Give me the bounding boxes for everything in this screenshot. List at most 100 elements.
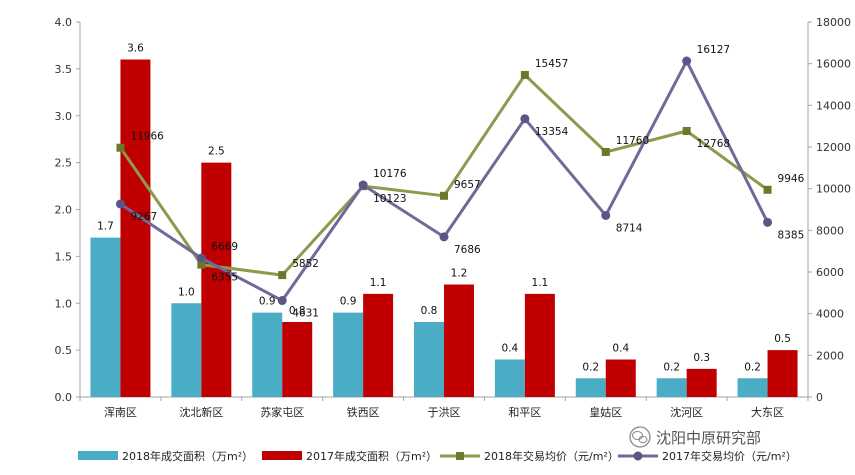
line-value-label: 8714 [616,222,643,234]
right-tick-label: 8000 [816,224,844,237]
right-tick-label: 14000 [816,99,851,112]
bar-2017 [363,293,394,397]
line-value-label: 11760 [616,135,649,147]
bar-2018 [333,312,364,397]
line-value-label: 16127 [697,44,730,56]
bar-value-label: 0.9 [259,296,276,308]
line-value-label: 8385 [778,229,805,241]
bar-value-label: 0.2 [744,361,761,373]
category-label: 沈河区 [670,405,703,419]
bar-value-label: 1.1 [532,277,549,289]
bar-value-label: 0.3 [693,352,710,364]
category-label: 于洪区 [428,405,461,419]
bar-2018 [252,312,283,397]
category-label: 浑南区 [104,406,137,419]
data-labels: 1.7 1.0 0.9 0.9 0.8 0.4 0.2 0.2 0.2 3.6 2.5 0.8 1.1 1… [97,43,805,374]
point-2017-price [682,56,692,66]
bar-2018 [575,378,606,397]
category-label: 大东区 [751,405,784,419]
point-2018-price [440,191,448,200]
bar-2018 [737,378,768,397]
point-2017-price [115,199,125,209]
point-2018-price [682,127,691,135]
line-value-label: 6355 [211,272,238,284]
bar-value-label: 2.5 [208,146,225,158]
bar-value-label: 1.0 [178,286,195,298]
bar-value-label: 0.8 [289,305,306,317]
watermark-text: 沈阳中原研究部 [656,429,761,447]
category-labels: 浑南区 沈北新区 苏家屯区 铁西区 于洪区 和平区 皇姑区 沈河区 大东区 [104,405,784,419]
bar-2017 [686,368,717,397]
left-tick-label: 4.0 [55,16,73,29]
point-2017-price [763,217,773,227]
bar-2017 [120,59,151,397]
bar-2017 [282,322,313,397]
lines [115,56,773,306]
bar-value-label: 0.2 [663,361,680,373]
bar-2017 [767,350,798,397]
right-tick-label: 0 [816,391,823,404]
point-2017-price [520,114,530,124]
category-label: 和平区 [508,406,541,419]
line-value-label: 15457 [535,58,568,70]
point-2017-price [196,253,206,263]
line-value-label: 9267 [130,211,157,223]
right-tick-label: 4000 [816,308,844,321]
bar-2018 [90,237,121,397]
legend-marker [633,451,643,461]
bar-value-label: 0.2 [582,361,599,373]
point-2017-price [601,210,611,220]
point-2018-price [278,271,287,280]
wechat-icon [629,426,651,448]
category-label: 沈北新区 [179,405,223,419]
line-value-label: 11966 [130,131,164,143]
right-tick-label: 16000 [816,58,851,71]
left-tick-label: 2.5 [55,157,73,170]
line-value-label: 10176 [373,168,407,180]
left-tick-label: 1.0 [55,297,73,310]
bar-2018 [656,378,687,397]
line-value-label: 9946 [778,173,805,185]
right-tick-label: 10000 [816,183,851,196]
point-2017-price [277,296,287,306]
left-tick-label: 1.5 [55,250,73,263]
line-value-label: 7686 [454,244,481,256]
watermark: 沈阳中原研究部 [629,426,761,448]
category-label: 苏家屯区 [260,405,304,419]
bar-2018 [171,303,202,397]
point-2017-price [439,232,449,242]
bar-value-label: 0.9 [340,296,357,308]
bar-value-label: 1.2 [451,268,468,280]
line-value-label: 13354 [535,126,569,138]
bar-2018 [414,322,444,397]
bar-value-label: 0.4 [612,343,629,355]
legend-label: 2018年交易均价（元/m²） [484,449,619,463]
legend-label: 2018年成交面积（万m²） [122,449,253,463]
bar-2018 [494,359,525,397]
bar-value-label: 0.5 [774,333,791,345]
bar-2017 [201,162,232,397]
left-tick-label: 0.5 [55,344,73,357]
point-2018-price [601,148,610,156]
legend-label: 2017年交易均价（元/m²） [662,449,797,463]
line-value-label: 12768 [697,138,730,150]
legend-marker [456,452,464,460]
bar-value-label: 0.8 [421,305,438,317]
right-tick-label: 6000 [816,266,844,279]
line-value-label: 10123 [373,193,406,205]
legend-swatch [262,451,302,460]
bars [90,59,798,397]
left-tick-label: 3.5 [55,63,73,76]
right-tick-label: 12000 [816,141,851,154]
legend-label: 2017年成交面积（万m²） [306,449,437,463]
left-tick-label: 3.0 [55,110,73,123]
right-tick-label: 18000 [816,16,851,29]
line-value-label: 9657 [454,179,481,191]
point-2018-price [763,185,772,194]
bar-value-label: 1.1 [370,277,387,289]
legend-swatch [78,451,118,460]
line-value-label: 4631 [292,308,319,320]
left-axis-ticks: 0.0 0.5 1.0 1.5 2.0 2.5 3.0 3.5 4.0 [55,16,80,404]
left-tick-label: 0.0 [55,391,73,404]
